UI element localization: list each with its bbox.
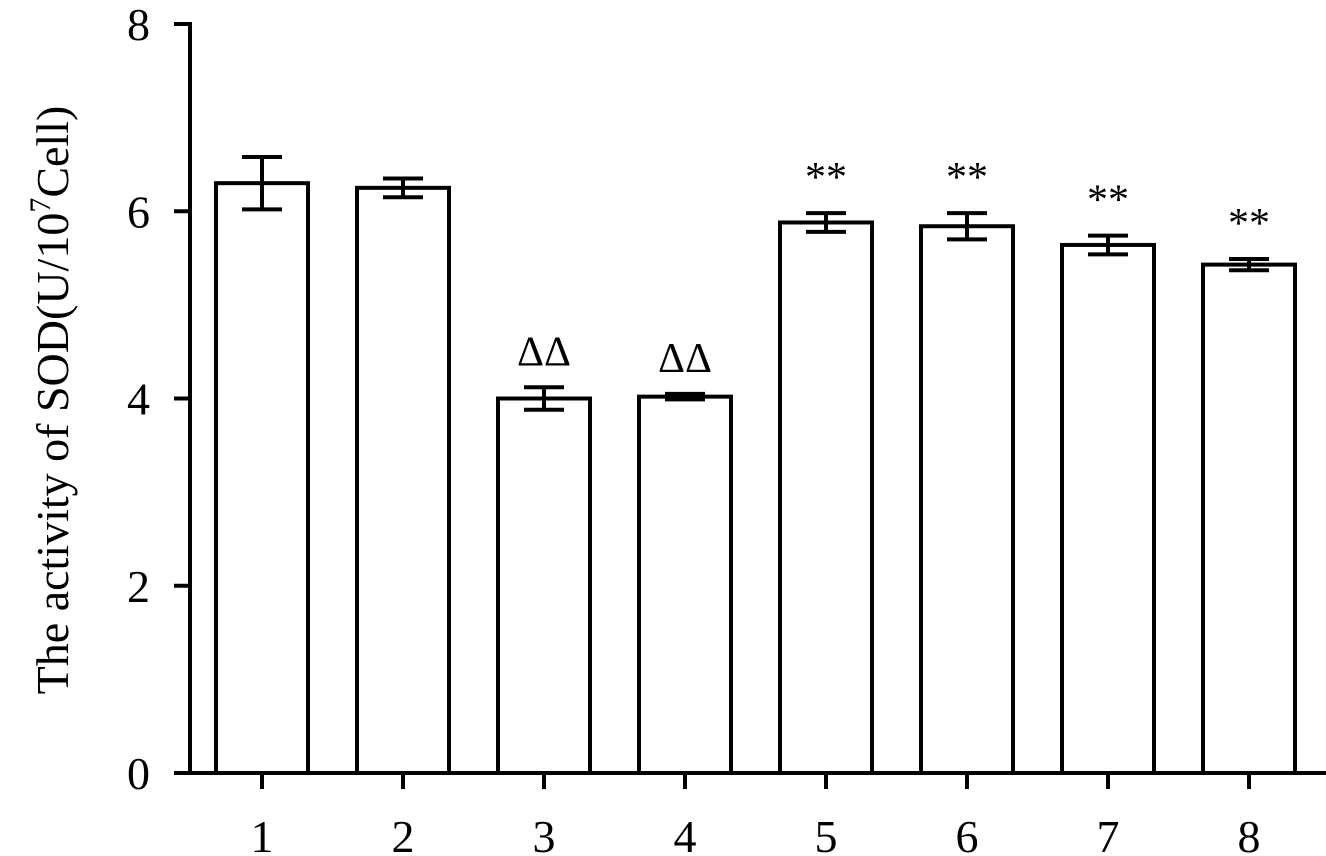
x-tick-label: 2 xyxy=(392,811,415,856)
significance-label: ΔΔ xyxy=(658,336,712,382)
y-label-end: Cell) xyxy=(27,106,78,198)
bar xyxy=(214,181,310,776)
y-tick-label: 6 xyxy=(127,186,150,237)
x-tick-label: 6 xyxy=(956,811,979,856)
significance-label: ΔΔ xyxy=(517,329,571,375)
bar xyxy=(355,185,451,775)
x-tick-label: 3 xyxy=(533,811,556,856)
bar xyxy=(496,396,592,775)
significance-label: ** xyxy=(1087,178,1129,224)
x-tick-label: 7 xyxy=(1097,811,1120,856)
y-tick-label: 8 xyxy=(127,0,150,50)
y-label-sup: 7 xyxy=(24,198,57,213)
y-label-main: The activity of SOD(U/10 xyxy=(27,213,78,695)
bar xyxy=(778,220,874,776)
x-tick-label: 4 xyxy=(674,811,697,856)
significance-label: ** xyxy=(805,155,847,201)
bar xyxy=(1060,242,1156,775)
y-tick-label: 0 xyxy=(127,748,150,799)
y-tick-label: 4 xyxy=(127,374,150,425)
x-tick-label: 5 xyxy=(815,811,838,856)
bar xyxy=(1201,262,1297,775)
y-axis-label: The activity of SOD(U/107Cell) xyxy=(24,106,78,695)
x-tick-label: 8 xyxy=(1238,811,1261,856)
bar xyxy=(637,394,733,775)
bar xyxy=(919,224,1015,776)
x-tick-label: 1 xyxy=(251,811,274,856)
significance-label: ** xyxy=(1228,201,1270,247)
y-tick-label: 2 xyxy=(127,561,150,612)
significance-label: ** xyxy=(946,155,988,201)
